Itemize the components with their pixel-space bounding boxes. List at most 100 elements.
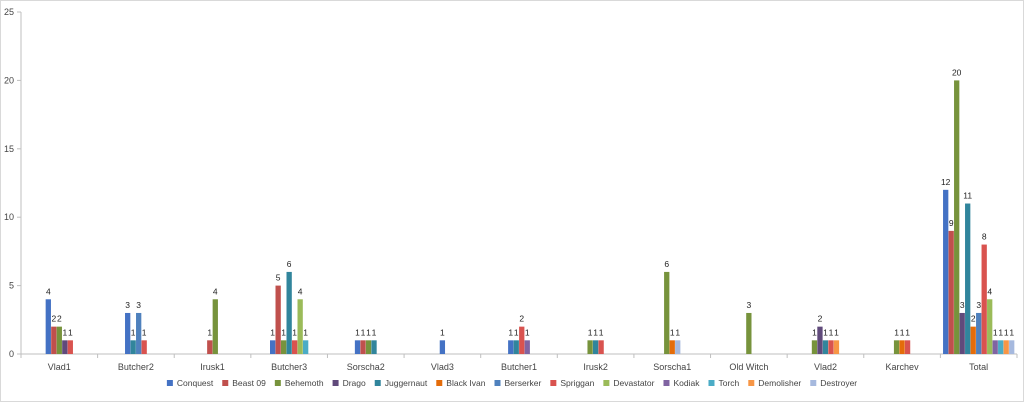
data-label: 1 (440, 327, 445, 337)
legend-item-kodiak: Kodiak (663, 378, 700, 388)
y-tick-label: 20 (4, 75, 14, 85)
data-label: 1 (131, 327, 136, 337)
data-label: 1 (281, 327, 286, 337)
bar-behemoth-sorscha1 (664, 271, 670, 354)
y-tick-label: 25 (4, 7, 14, 17)
y-tick-label: 5 (9, 281, 14, 291)
legend-swatch (748, 380, 755, 386)
data-label: 3 (746, 300, 751, 310)
data-label: 1 (366, 327, 371, 337)
bar-behemoth-sorscha2 (365, 340, 372, 354)
bar-beast-09-irusk1 (207, 340, 213, 354)
bar-conquest-sorscha2 (354, 340, 361, 354)
bar-spriggan-butcher1 (519, 326, 525, 354)
bar-destroyer-total (1009, 340, 1015, 354)
bar-behemoth-vlad2 (811, 340, 818, 354)
data-label: 4 (987, 286, 992, 296)
legend-item-behemoth: Behemoth (274, 378, 324, 388)
bar-black-ivan-karchev (899, 340, 905, 354)
x-tick-label: Vlad3 (431, 362, 454, 372)
bar-behemoth-karchev (893, 340, 900, 354)
data-label: 1 (1004, 327, 1009, 337)
data-label: 20 (952, 67, 962, 77)
bar-torch-butcher3 (303, 340, 309, 354)
bar-kodiak-total (992, 340, 998, 354)
data-label: 2 (519, 314, 524, 324)
data-label: 9 (949, 218, 954, 228)
bar-beast-09-butcher3 (275, 285, 281, 354)
data-label: 3 (976, 300, 981, 310)
y-tick-label: 0 (9, 349, 14, 359)
data-label: 1 (993, 327, 998, 337)
legend-swatch (332, 380, 339, 386)
data-label: 8 (982, 232, 987, 242)
bar-drago-vlad2 (817, 326, 823, 354)
data-label: 1 (292, 327, 297, 337)
data-label: 1 (508, 327, 513, 337)
data-label: 1 (905, 327, 910, 337)
legend-item-conquest: Conquest (166, 378, 214, 388)
bar-juggernaut-butcher1 (513, 340, 519, 354)
legend-label: Kodiak (673, 378, 700, 388)
bar-spriggan-vlad2 (828, 340, 834, 354)
bar-destroyer-sorscha1 (675, 340, 681, 354)
x-tick-label: Irusk1 (200, 362, 225, 372)
bar-devastator-total (987, 299, 993, 354)
legend-swatch (436, 380, 443, 386)
data-label: 1 (599, 327, 604, 337)
bar-berserker-butcher2 (136, 312, 142, 354)
legend-swatch (374, 380, 381, 386)
bar-spriggan-total (981, 244, 987, 354)
legend: Conquest Beast 09 Behemoth Drago Juggernaut B… (166, 378, 857, 388)
data-label: 4 (213, 286, 218, 296)
data-label: 1 (834, 327, 839, 337)
data-label: 1 (894, 327, 899, 337)
bar-juggernaut-butcher3 (286, 271, 292, 354)
legend-label: Beast 09 (232, 378, 266, 388)
data-label: 1 (998, 327, 1003, 337)
data-label: 1 (588, 327, 593, 337)
data-label: 1 (270, 327, 275, 337)
data-label: 3 (125, 300, 130, 310)
legend-swatch (603, 380, 610, 386)
legend-item-juggernaut: Juggernaut (374, 378, 428, 388)
x-tick-label: Butcher2 (118, 362, 154, 372)
data-label: 1 (675, 327, 680, 337)
x-tick-label: Butcher1 (501, 362, 537, 372)
bar-spriggan-vlad1 (67, 340, 73, 354)
data-label: 1 (62, 327, 67, 337)
data-label: 1 (812, 327, 817, 337)
data-label: 2 (57, 314, 62, 324)
legend-label: Black Ivan (446, 378, 485, 388)
legend-label: Torch (718, 378, 739, 388)
bar-juggernaut-vlad2 (822, 340, 829, 354)
legend-label: Juggernaut (385, 378, 428, 388)
data-label: 3 (136, 300, 141, 310)
data-label: 3 (960, 300, 965, 310)
bar-conquest-vlad1 (45, 299, 51, 354)
data-label: 1 (593, 327, 598, 337)
legend-label: Berserker (505, 378, 542, 388)
bar-behemoth-irusk1 (212, 299, 218, 354)
legend-item-torch: Torch (708, 378, 740, 388)
bar-behemoth-irusk2 (587, 340, 593, 354)
x-tick-label: Old Witch (729, 362, 768, 372)
data-label: 1 (670, 327, 675, 337)
data-label: 1 (900, 327, 905, 337)
data-label: 12 (941, 177, 951, 187)
legend-swatch (708, 380, 715, 386)
bar-torch-total (998, 340, 1004, 354)
bar-behemoth-vlad1 (56, 326, 62, 354)
data-label: 1 (142, 327, 147, 337)
bar-conquest-total (943, 189, 949, 354)
legend-item-spriggan: Spriggan (550, 378, 595, 388)
x-tick-label: Sorscha1 (653, 362, 691, 372)
legend-swatch (222, 380, 229, 386)
x-tick-label: Vlad1 (48, 362, 71, 372)
legend-label: Destroyer (820, 378, 857, 388)
legend-label: Behemoth (285, 378, 324, 388)
data-label: 2 (51, 314, 56, 324)
